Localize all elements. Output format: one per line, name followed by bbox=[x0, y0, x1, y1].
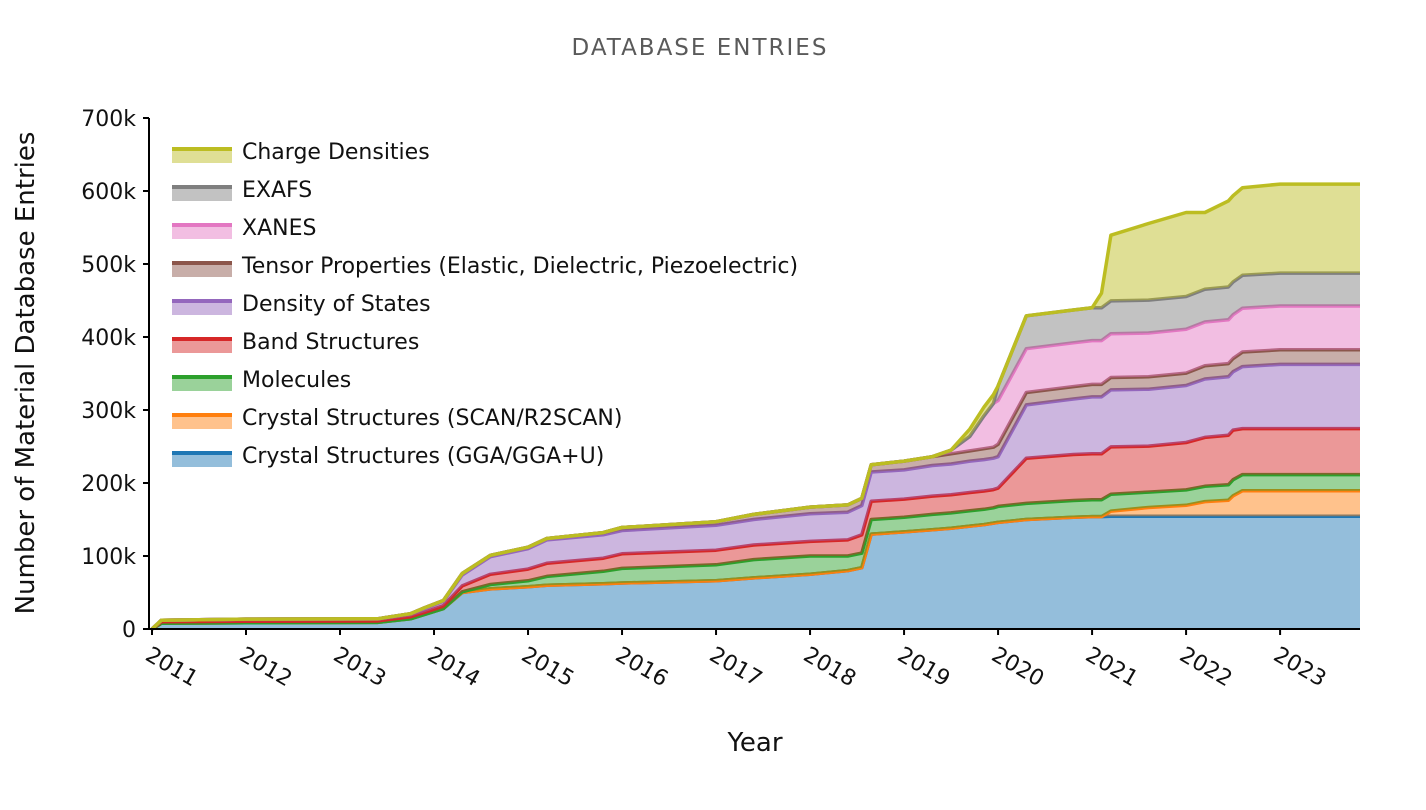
chart-title: DATABASE ENTRIES bbox=[572, 35, 829, 61]
legend-item: XANES bbox=[172, 216, 316, 241]
legend: Charge Densities EXAFS XANES Tensor Propert… bbox=[172, 140, 798, 469]
legend-swatch-fill bbox=[172, 339, 232, 353]
x-tick-label: 2012 bbox=[235, 643, 296, 693]
legend-item: Molecules bbox=[172, 368, 351, 393]
area-3 bbox=[152, 428, 1360, 629]
legend-item: EXAFS bbox=[172, 178, 312, 203]
legend-label: Tensor Properties (Elastic, Dielectric, … bbox=[241, 254, 798, 279]
legend-label: Crystal Structures (GGA/GGA+U) bbox=[242, 444, 604, 469]
area-1 bbox=[152, 490, 1360, 629]
area-7 bbox=[152, 273, 1360, 629]
legend-swatch-fill bbox=[172, 263, 232, 277]
legend-label: EXAFS bbox=[242, 178, 312, 203]
x-tick-label: 2019 bbox=[893, 643, 954, 693]
x-tick-label: 2016 bbox=[611, 643, 672, 693]
legend-label: Molecules bbox=[242, 368, 351, 393]
x-tick-label: 2020 bbox=[987, 643, 1048, 693]
y-tick-label: 300k bbox=[81, 399, 136, 424]
x-tick-label: 2022 bbox=[1175, 643, 1236, 693]
x-tick-label: 2014 bbox=[423, 643, 484, 693]
legend-item: Tensor Properties (Elastic, Dielectric, … bbox=[172, 254, 798, 279]
x-axis-title: Year bbox=[726, 728, 782, 758]
y-axis-title: Number of Material Database Entries bbox=[11, 132, 41, 615]
x-axis: 2011 2012 2013 2014 2015 2016 2017 2018 2019 2020… bbox=[141, 628, 1360, 693]
y-tick-label: 500k bbox=[81, 253, 136, 278]
x-tick-label: 2013 bbox=[329, 643, 390, 693]
legend-label: Charge Densities bbox=[242, 140, 430, 165]
stacked-areas bbox=[150, 182, 1360, 631]
y-tick-label: 400k bbox=[81, 326, 136, 351]
x-tick-label: 2017 bbox=[705, 643, 766, 693]
legend-item: Crystal Structures (GGA/GGA+U) bbox=[172, 444, 604, 469]
y-tick-label: 700k bbox=[81, 107, 136, 132]
series-line-3 bbox=[150, 426, 1360, 631]
legend-label: Crystal Structures (SCAN/R2SCAN) bbox=[242, 406, 622, 431]
y-tick-label: 0 bbox=[122, 618, 136, 643]
x-tick-label: 2011 bbox=[141, 643, 202, 693]
area-6 bbox=[152, 306, 1360, 629]
legend-swatch-fill bbox=[172, 149, 232, 163]
legend-label: Band Structures bbox=[242, 330, 419, 355]
y-tick-label: 600k bbox=[81, 180, 136, 205]
area-8 bbox=[152, 184, 1360, 629]
legend-swatch-fill bbox=[172, 301, 232, 315]
legend-label: XANES bbox=[242, 216, 316, 241]
legend-swatch-fill bbox=[172, 453, 232, 467]
series-line-2 bbox=[151, 472, 1360, 631]
area-4 bbox=[152, 364, 1360, 629]
legend-item: Charge Densities bbox=[172, 140, 430, 165]
legend-swatch-fill bbox=[172, 415, 232, 429]
x-tick-label: 2023 bbox=[1269, 643, 1330, 693]
legend-swatch-fill bbox=[172, 377, 232, 391]
x-tick-label: 2018 bbox=[799, 643, 860, 693]
legend-label: Density of States bbox=[242, 292, 431, 317]
legend-item: Band Structures bbox=[172, 330, 419, 355]
y-tick-label: 200k bbox=[81, 472, 136, 497]
legend-swatch-fill bbox=[172, 187, 232, 201]
legend-swatch-fill bbox=[172, 225, 232, 239]
x-tick-label: 2015 bbox=[517, 643, 578, 693]
y-tick-label: 100k bbox=[81, 545, 136, 570]
area-2 bbox=[152, 474, 1360, 629]
series-line-8 bbox=[150, 182, 1360, 631]
legend-item: Crystal Structures (SCAN/R2SCAN) bbox=[172, 406, 622, 431]
y-axis: 0 100k 200k 300k 400k 500k 600k 700k bbox=[81, 107, 150, 643]
x-tick-label: 2021 bbox=[1081, 643, 1142, 693]
legend-item: Density of States bbox=[172, 292, 431, 317]
